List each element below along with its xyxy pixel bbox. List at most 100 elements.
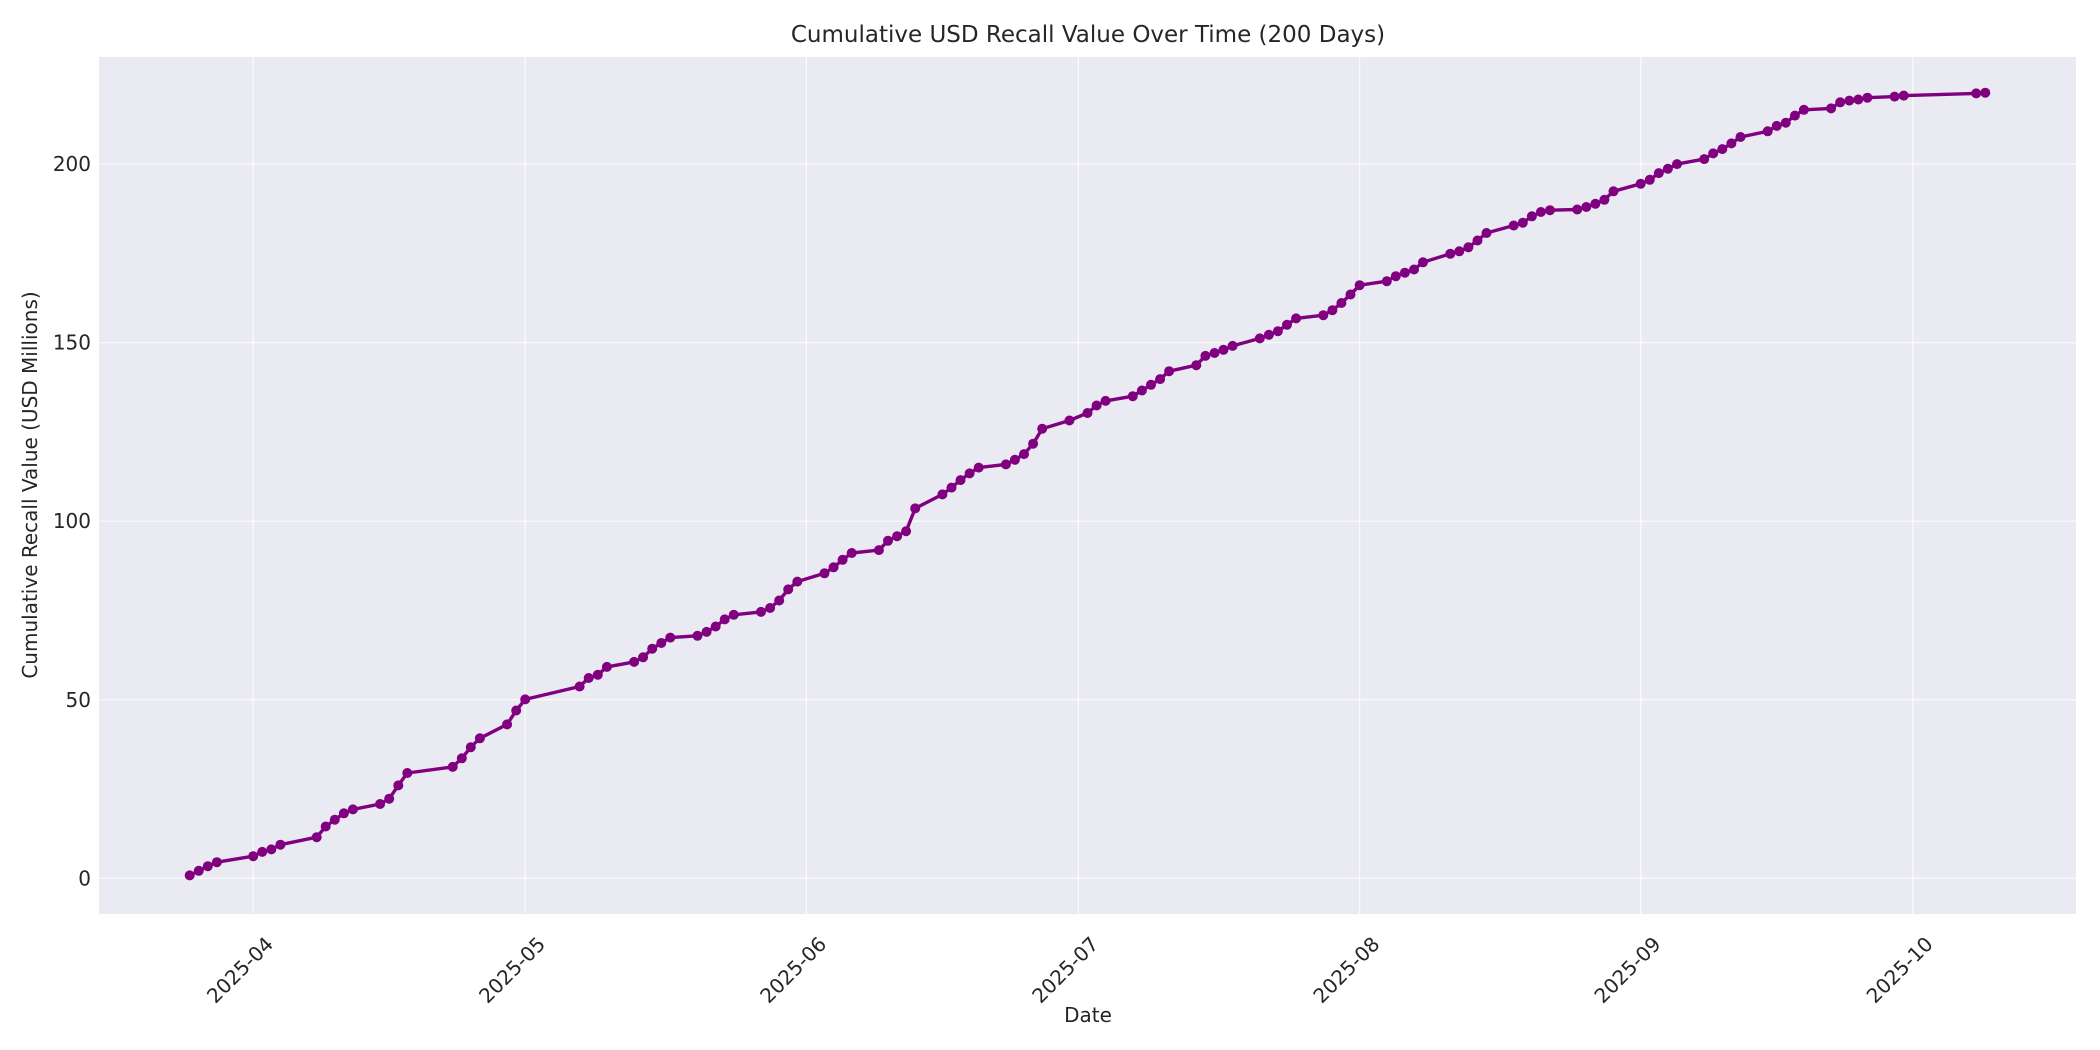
data-point — [638, 652, 649, 663]
data-point — [1862, 92, 1873, 103]
data-point — [1418, 257, 1428, 268]
data-point — [1898, 90, 1909, 101]
data-point — [828, 562, 839, 573]
data-point — [456, 753, 467, 764]
y-axis-label: Cumulative Recall Value (USD Millions) — [18, 291, 42, 678]
data-point — [347, 804, 358, 815]
data-point — [511, 705, 522, 716]
data-point — [1699, 154, 1710, 165]
data-point — [1028, 438, 1039, 449]
data-point — [311, 832, 322, 843]
data-point — [393, 780, 404, 791]
data-point — [819, 568, 830, 579]
data-point — [1980, 87, 1991, 98]
data-point — [275, 839, 286, 850]
data-point — [1762, 126, 1773, 137]
data-point — [202, 861, 213, 872]
data-point — [1635, 178, 1646, 189]
data-point — [1390, 271, 1401, 282]
data-point — [665, 632, 676, 643]
data-point — [783, 584, 794, 595]
data-point — [1844, 95, 1855, 106]
data-point — [583, 673, 594, 683]
data-point — [1672, 159, 1682, 170]
series-line — [188, 91, 1987, 878]
data-point — [937, 489, 948, 500]
data-point — [211, 857, 222, 868]
data-point — [1009, 454, 1020, 465]
data-point — [1318, 310, 1329, 321]
data-point — [1327, 305, 1338, 316]
data-point — [1263, 329, 1274, 340]
y-tick-label: 50 — [66, 688, 91, 712]
data-point — [1345, 289, 1356, 300]
data-point — [1463, 242, 1474, 253]
x-tick-label: 2025-04 — [202, 932, 278, 1008]
data-point — [1127, 391, 1138, 402]
data-point — [955, 475, 966, 486]
data-point — [973, 462, 984, 473]
data-point — [892, 531, 903, 542]
data-point — [1481, 228, 1492, 238]
data-point — [1155, 374, 1166, 385]
y-axis-ticks: 0 50 100 150 200 — [53, 152, 91, 890]
data-point — [647, 643, 658, 654]
data-point — [1254, 333, 1265, 344]
data-point — [756, 606, 766, 617]
data-point — [1209, 348, 1220, 358]
data-point — [1826, 103, 1837, 114]
data-point — [465, 742, 476, 753]
data-point — [574, 681, 585, 692]
data-point — [1064, 415, 1075, 426]
data-point — [248, 851, 259, 862]
grid-lines — [99, 57, 2076, 914]
data-point — [1164, 366, 1175, 377]
data-point — [257, 846, 268, 857]
data-point — [964, 468, 975, 479]
y-tick-label: 150 — [53, 331, 91, 355]
data-point — [1708, 148, 1719, 159]
data-point — [1853, 94, 1864, 105]
data-point — [901, 526, 912, 537]
data-point — [193, 865, 204, 876]
x-tick-label: 2025-07 — [1027, 932, 1103, 1008]
data-point — [320, 821, 331, 832]
data-point — [1336, 298, 1347, 308]
data-point — [1835, 97, 1846, 108]
data-point — [710, 621, 721, 632]
data-point — [1227, 340, 1238, 351]
data-point — [656, 638, 667, 648]
data-point — [1726, 138, 1737, 149]
y-tick-label: 100 — [53, 509, 91, 533]
data-point — [873, 545, 884, 556]
data-point — [701, 626, 712, 637]
data-point — [1780, 117, 1791, 128]
data-point — [1291, 313, 1302, 324]
data-point — [1000, 459, 1011, 470]
data-point — [601, 661, 612, 672]
data-point — [883, 535, 893, 546]
data-point — [1789, 110, 1800, 121]
data-point — [1409, 264, 1419, 275]
data-point — [1191, 360, 1202, 371]
data-point — [474, 733, 485, 744]
data-point — [719, 614, 730, 625]
data-point — [592, 669, 603, 680]
data-point — [1354, 280, 1365, 291]
data-point — [1517, 217, 1528, 228]
data-point — [1662, 163, 1673, 174]
x-tick-label: 2025-06 — [755, 932, 831, 1008]
chart-title: Cumulative USD Recall Value Over Time (2… — [791, 22, 1385, 48]
data-point — [1644, 174, 1655, 185]
data-point — [1082, 408, 1093, 418]
data-point — [1136, 385, 1147, 396]
data-point — [1526, 211, 1537, 222]
data-point — [384, 793, 395, 804]
data-point — [502, 719, 513, 730]
data-point — [1272, 326, 1283, 337]
data-point — [1218, 344, 1229, 355]
data-point — [1798, 104, 1809, 115]
data-point — [1889, 91, 1900, 102]
data-point — [447, 761, 458, 772]
